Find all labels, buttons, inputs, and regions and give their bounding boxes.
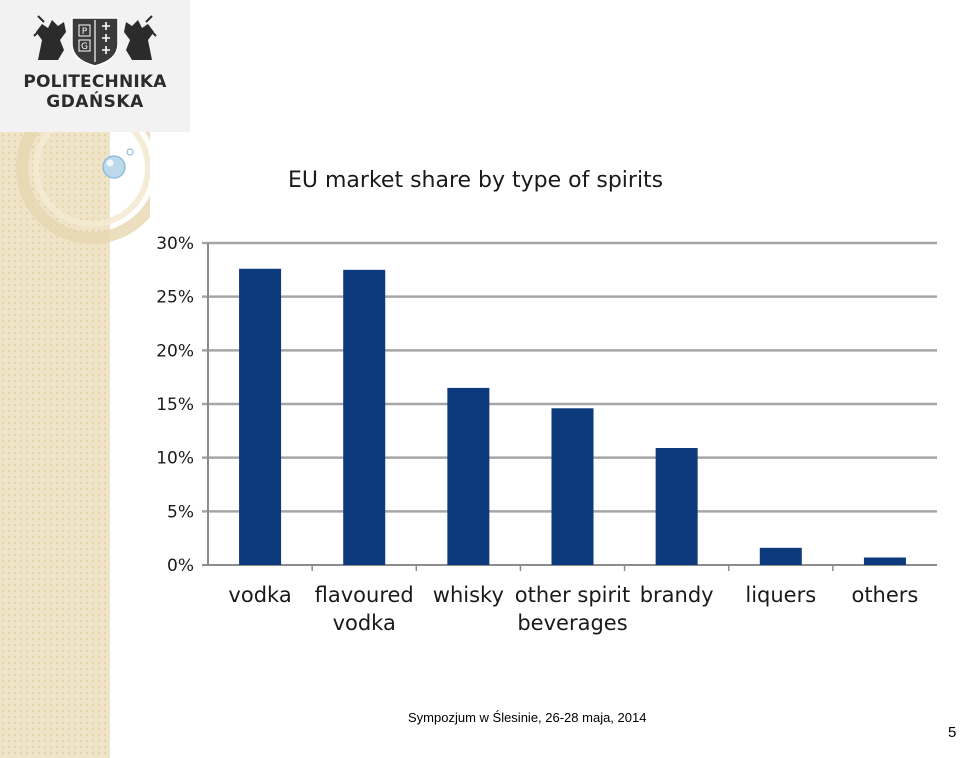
bar: [863, 557, 906, 565]
x-tick-label: vodka: [228, 583, 291, 607]
x-tick-label: flavoured: [315, 583, 414, 607]
y-tick-label: 5%: [167, 502, 194, 522]
footer-text: Sympozjum w Ślesinie, 26-28 maja, 2014: [408, 710, 647, 725]
bar: [239, 268, 282, 565]
x-tick-label: vodka: [333, 611, 396, 635]
decorative-circles: [16, 118, 150, 244]
bar: [343, 269, 386, 565]
x-tick-label: other spirit: [515, 583, 630, 607]
y-tick-label: 30%: [156, 234, 194, 254]
page-number: 5: [948, 724, 957, 741]
y-tick-label: 15%: [156, 395, 194, 415]
y-tick-label: 20%: [156, 341, 194, 361]
chart-title: EU market share by type of spirits: [288, 168, 664, 193]
x-tick-label: beverages: [517, 611, 627, 635]
bar: [759, 547, 802, 565]
x-tick-label: brandy: [640, 583, 714, 607]
shield-letter-p: P: [82, 27, 88, 37]
university-logo: P G POLITECHNIKA GDAŃSKA: [0, 0, 190, 132]
bar: [447, 387, 490, 565]
logo-text-line2: GDAŃSKA: [46, 92, 144, 112]
x-tick-label: others: [851, 583, 918, 607]
x-tick-label: liquers: [745, 583, 816, 607]
logo-text-line1: POLITECHNIKA: [23, 72, 167, 92]
y-tick-label: 10%: [156, 449, 194, 469]
y-tick-label: 25%: [156, 288, 194, 308]
x-tick-label: whisky: [433, 583, 504, 607]
bar: [551, 408, 594, 565]
bar: [655, 448, 698, 565]
y-tick-label: 0%: [167, 556, 194, 576]
emblem-icon: P G: [33, 15, 157, 67]
shield-letter-g: G: [81, 42, 88, 52]
